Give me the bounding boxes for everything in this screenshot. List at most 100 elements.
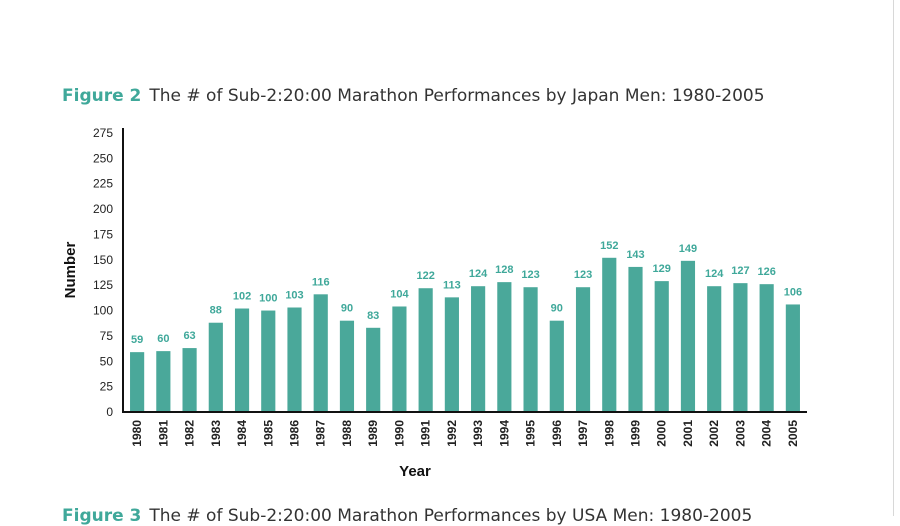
figure-title: Figure 2 The # of Sub-2:20:00 Marathon Pe… [62,86,765,106]
x-tick-label: 1992 [445,420,459,447]
bar-value-label: 124 [705,268,724,280]
y-tick-label: 200 [93,202,113,216]
x-tick-label: 2001 [681,420,695,447]
bar-value-label: 123 [521,269,539,281]
bar [392,306,407,412]
x-tick-label: 1994 [497,420,511,447]
bar-value-label: 59 [131,334,143,346]
bar [628,266,643,412]
y-tick-label: 50 [100,354,114,368]
bar [287,307,302,412]
bars [130,257,800,412]
bar [261,310,276,412]
bar [156,351,171,412]
bar [707,286,722,412]
figure-label: Figure 2 [62,86,142,106]
bar-value-label: 127 [731,265,749,277]
bar [602,257,617,412]
bar-value-label: 124 [469,268,488,280]
x-tick-label: 2004 [760,420,774,447]
x-tick-label: 1997 [576,420,590,447]
next-figure-title-text: The # of Sub-2:20:00 Marathon Performanc… [149,506,753,526]
y-axis-title: Number [62,242,79,299]
bar [208,322,223,412]
x-tick-label: 1987 [314,420,328,447]
x-tick-label: 1983 [209,420,223,447]
y-axis-ticks: 0 25 50 75 100 125 150 175 200 225 250 275 [93,126,113,419]
y-tick-label: 175 [93,227,113,241]
bar-value-label: 90 [341,303,353,315]
bar-value-label: 63 [183,330,195,342]
bar [444,297,459,412]
bar-value-label: 102 [233,291,251,303]
bar-value-label: 129 [653,263,671,275]
next-figure-label: Figure 3 [62,506,142,526]
bar [654,281,669,412]
bar-value-label: 113 [443,279,461,291]
bar [339,320,355,412]
y-tick-label: 225 [93,177,113,191]
bar [313,294,328,412]
x-tick-label: 1989 [366,420,380,447]
bar-value-label: 152 [600,240,618,252]
x-tick-label: 1998 [602,420,616,447]
x-tick-label: 1991 [419,420,433,447]
y-tick-label: 0 [106,405,113,419]
bar-value-label: 128 [495,264,513,276]
x-tick-label: 2002 [707,420,721,447]
bar-value-label: 116 [312,276,330,288]
x-tick-label: 1988 [340,420,354,447]
x-tick-label: 2000 [655,420,669,447]
bar-value-label: 90 [551,303,563,315]
x-tick-label: 1985 [261,420,275,447]
bar-value-label: 103 [285,290,303,302]
bar-value-label: 123 [574,269,592,281]
x-tick-label: 1999 [629,420,643,447]
bar [182,348,197,412]
y-tick-label: 75 [100,329,114,343]
x-tick-label: 1982 [183,420,197,447]
bar [523,287,538,412]
bar [471,286,486,412]
y-tick-label: 275 [93,126,113,140]
y-tick-label: 150 [93,253,113,267]
bar [575,287,591,412]
x-tick-label: 1990 [392,420,406,447]
y-tick-label: 25 [100,380,114,394]
bar-value-label: 100 [259,293,277,305]
x-tick-label: 1986 [288,420,302,447]
bar [497,282,512,412]
bar [785,304,800,412]
next-figure-title: Figure 3 The # of Sub-2:20:00 Marathon Pe… [62,506,752,526]
x-tick-label: 1993 [471,420,485,447]
bar [759,284,774,412]
bar-value-label: 106 [784,286,802,298]
bar-value-label: 83 [367,310,379,322]
bar [366,327,381,412]
value-labels: 59 60 63 88 102 100 103 116 90 83 104 122 113 124 128 1… [131,240,802,346]
y-tick-label: 100 [93,304,113,318]
bar-value-label: 60 [157,333,169,345]
bar [549,320,564,412]
x-tick-label: 2003 [733,420,747,447]
bar [234,308,250,412]
bar [130,352,145,412]
bar [680,260,696,412]
bar-value-label: 88 [210,305,222,317]
y-tick-label: 125 [93,278,113,292]
x-tick-label: 1995 [524,420,538,447]
bar-value-label: 126 [757,266,775,278]
page-edge-divider [893,0,894,516]
x-tick-label: 1981 [156,420,170,447]
x-tick-label: 1996 [550,420,564,447]
bar-value-label: 104 [390,288,409,300]
x-axis-title: Year [399,463,431,480]
x-tick-label: 1980 [130,420,144,447]
bar-value-label: 122 [416,270,434,282]
x-tick-label: 1984 [235,420,249,447]
y-tick-label: 250 [93,151,113,165]
bar-value-label: 143 [626,249,644,261]
bar [418,288,433,412]
x-axis-ticks: 1980 1981 1982 1983 1984 1985 1986 1987 1988 1989… [130,420,800,447]
